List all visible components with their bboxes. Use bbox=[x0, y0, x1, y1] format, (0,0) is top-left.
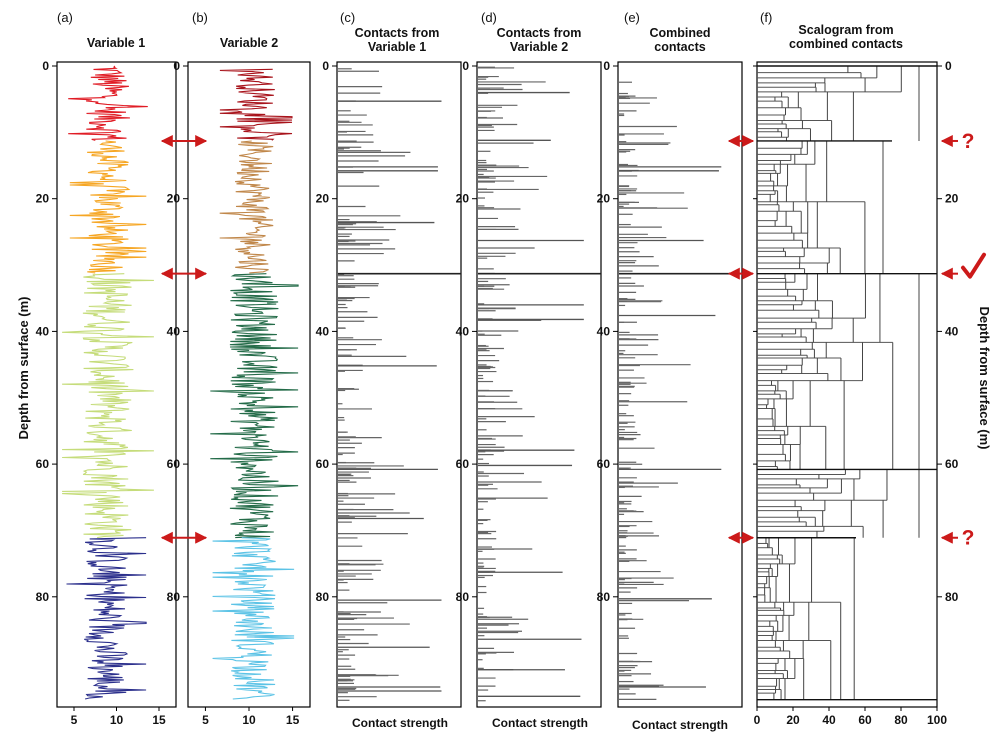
panel-label-f: (f) bbox=[760, 10, 772, 25]
ytick-label-e: 20 bbox=[597, 192, 611, 206]
ytick-label-a: 80 bbox=[36, 590, 50, 604]
ytick-label-d: 20 bbox=[456, 192, 470, 206]
xtick-label-b: 5 bbox=[202, 713, 209, 727]
panel-e-contacts: 0 20 40 60 80 bbox=[597, 59, 743, 708]
ytick-label-b: 60 bbox=[167, 457, 181, 471]
ytick-label-b: 20 bbox=[167, 192, 181, 206]
frame-e bbox=[617, 61, 743, 708]
ytick-label-c: 0 bbox=[322, 59, 329, 73]
xtick-label-b: 10 bbox=[242, 713, 256, 727]
title-c-line1: Contacts from bbox=[355, 26, 440, 40]
xtick-label-f: 60 bbox=[858, 713, 872, 727]
title-e-line2: contacts bbox=[654, 40, 705, 54]
log-segment-lightgreen bbox=[62, 273, 154, 539]
ytick-label-e: 0 bbox=[603, 59, 610, 73]
log-segment-orange bbox=[69, 140, 147, 274]
ytick-label-b: 40 bbox=[167, 324, 181, 338]
title-d-line2: Variable 2 bbox=[510, 40, 568, 54]
panel-b-log: 0 20 40 60 80 5 10 15 bbox=[167, 59, 311, 727]
ytick-label-a: 40 bbox=[36, 324, 50, 338]
title-variable-2: Variable 2 bbox=[220, 36, 278, 50]
title-f-line1: Scalogram from bbox=[798, 23, 893, 37]
title-f-line2: combined contacts bbox=[789, 37, 903, 51]
log-segment-skyblue bbox=[212, 537, 295, 700]
ytick-label-c: 20 bbox=[316, 192, 330, 206]
question-mark: ? bbox=[962, 130, 975, 153]
xlabel-c: Contact strength bbox=[352, 716, 448, 730]
ytick-label-f: 0 bbox=[945, 59, 952, 73]
ytick-label-a: 60 bbox=[36, 457, 50, 471]
ytick-label-c: 80 bbox=[316, 590, 330, 604]
xtick-label-f: 40 bbox=[822, 713, 836, 727]
log-segment-navy bbox=[66, 537, 147, 700]
frame-c bbox=[336, 61, 462, 708]
panel-label-c: (c) bbox=[340, 10, 355, 25]
panel-d-contacts: 0 20 40 60 80 bbox=[456, 59, 602, 708]
title-variable-1: Variable 1 bbox=[87, 36, 145, 50]
ytick-label-a: 0 bbox=[42, 59, 49, 73]
xtick-label-f: 20 bbox=[786, 713, 800, 727]
ytick-label-f: 40 bbox=[945, 324, 959, 338]
title-e-line1: Combined bbox=[649, 26, 710, 40]
log-segment-red bbox=[68, 65, 148, 141]
log-segment-brown bbox=[219, 140, 274, 274]
ytick-label-f: 80 bbox=[945, 590, 959, 604]
ytick-label-e: 40 bbox=[597, 324, 611, 338]
y-axis-title: Depth from surface (m) bbox=[16, 296, 31, 439]
right-axis-title: Depth from surface (m) bbox=[977, 306, 992, 449]
panel-label-d: (d) bbox=[481, 10, 497, 25]
xlabel-e: Contact strength bbox=[632, 718, 728, 732]
panel-f-scalogram: 0 20 40 60 80 0 20 40 60 80 100 bbox=[753, 59, 959, 727]
xlabel-d: Contact strength bbox=[492, 716, 588, 730]
ytick-label-b: 80 bbox=[167, 590, 181, 604]
frame-d bbox=[476, 61, 602, 708]
ytick-label-c: 60 bbox=[316, 457, 330, 471]
ytick-label-f: 20 bbox=[945, 192, 959, 206]
panel-c-contacts: 0 20 40 60 80 bbox=[316, 59, 462, 708]
xtick-label-f: 0 bbox=[754, 713, 761, 727]
panel-label-a: (a) bbox=[57, 10, 73, 25]
ytick-label-f: 60 bbox=[945, 457, 959, 471]
panel-label-e: (e) bbox=[624, 10, 640, 25]
xtick-label-f: 80 bbox=[894, 713, 908, 727]
question-mark: ? bbox=[962, 527, 975, 550]
log-segment-darkgreen bbox=[210, 273, 299, 539]
annotation-layer: ?? bbox=[160, 130, 986, 550]
ytick-label-b: 0 bbox=[173, 59, 180, 73]
log-segment-darkred bbox=[219, 68, 293, 141]
panel-a-log: 0 20 40 60 80 5 10 15 bbox=[36, 59, 177, 727]
ytick-label-d: 80 bbox=[456, 590, 470, 604]
ytick-label-e: 80 bbox=[597, 590, 611, 604]
frame-f bbox=[756, 61, 938, 708]
check-mark bbox=[961, 252, 986, 279]
title-d-line1: Contacts from bbox=[497, 26, 582, 40]
ytick-label-d: 40 bbox=[456, 324, 470, 338]
ytick-label-e: 60 bbox=[597, 457, 611, 471]
ytick-label-c: 40 bbox=[316, 324, 330, 338]
title-c-line2: Variable 1 bbox=[368, 40, 426, 54]
xtick-label-f: 100 bbox=[927, 713, 947, 727]
ytick-label-d: 0 bbox=[462, 59, 469, 73]
ytick-label-a: 20 bbox=[36, 192, 50, 206]
panel-label-b: (b) bbox=[192, 10, 208, 25]
xtick-label-b: 15 bbox=[286, 713, 300, 727]
xtick-label-a: 5 bbox=[71, 713, 78, 727]
xtick-label-a: 15 bbox=[152, 713, 166, 727]
ytick-label-d: 60 bbox=[456, 457, 470, 471]
xtick-label-a: 10 bbox=[110, 713, 124, 727]
